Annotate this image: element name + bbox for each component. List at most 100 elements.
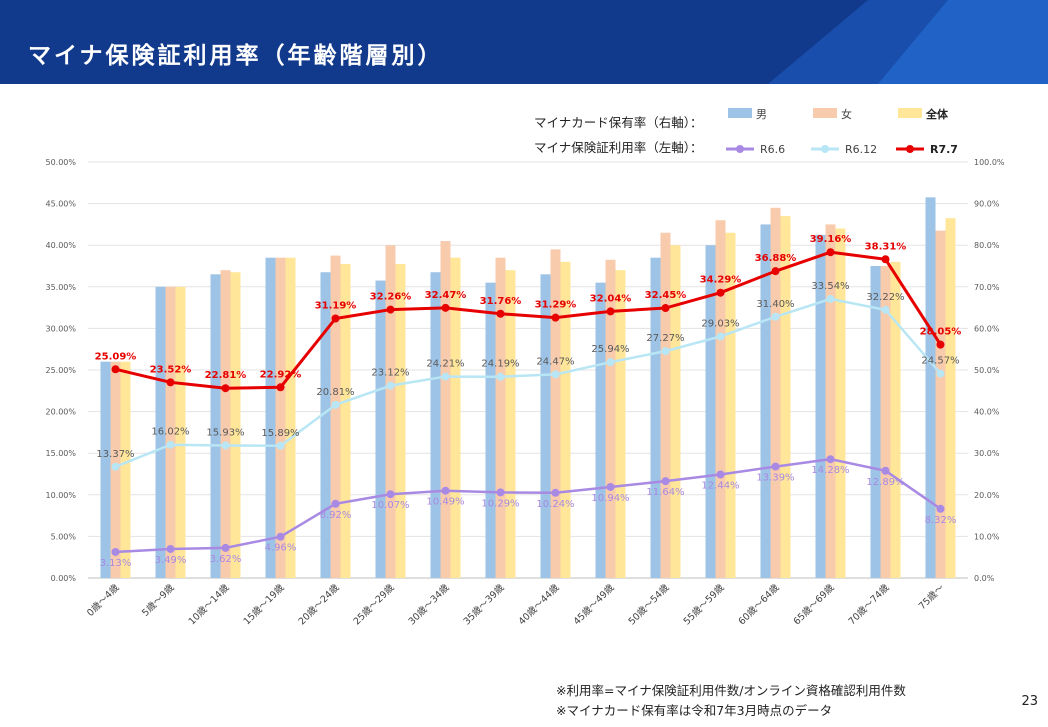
point-r66 xyxy=(661,477,670,486)
line-r66 xyxy=(115,457,942,554)
category-label: 65歳～69歳 xyxy=(791,581,837,627)
bar-female xyxy=(605,259,616,578)
data-label-r66: 14.28% xyxy=(811,465,849,476)
point-r612 xyxy=(826,294,835,303)
data-label-r66: 12.89% xyxy=(866,477,904,488)
point-r77 xyxy=(716,288,725,297)
point-r612 xyxy=(386,381,395,390)
point-r77 xyxy=(881,255,890,264)
bar-total xyxy=(560,261,571,578)
data-label-r77: 34.29% xyxy=(700,275,742,286)
left-axis-tick-label: 30.00% xyxy=(45,324,76,333)
category-label: 45歳～49歳 xyxy=(571,581,617,627)
point-r66 xyxy=(826,455,835,464)
right-axis-tick-label: 60.0% xyxy=(974,324,1000,333)
bar-male xyxy=(430,272,441,578)
category-label: 70歳～74歳 xyxy=(846,581,892,627)
data-label-r66: 10.29% xyxy=(481,498,519,509)
data-label-r77: 31.29% xyxy=(535,300,577,311)
header-banner: マイナ保険証利用率（年齢階層別） xyxy=(0,0,1048,84)
point-r77 xyxy=(111,365,120,374)
data-label-r612: 25.94% xyxy=(591,344,629,355)
legend-swatch-male xyxy=(728,108,752,118)
data-label-r612: 29.03% xyxy=(701,318,739,329)
bar-female xyxy=(220,270,231,578)
point-r66 xyxy=(331,499,340,508)
point-r612 xyxy=(276,441,285,450)
data-label-r66: 3.13% xyxy=(100,558,132,569)
data-label-r77: 38.31% xyxy=(865,241,907,252)
bar-female xyxy=(660,232,671,578)
bar-male xyxy=(815,234,826,579)
point-r66 xyxy=(166,544,175,553)
point-r612 xyxy=(771,312,780,321)
left-axis-tick-label: 25.00% xyxy=(45,366,76,375)
bar-male xyxy=(540,274,551,578)
bar-total xyxy=(230,272,241,578)
data-label-r66: 13.39% xyxy=(756,473,794,484)
data-label-r612: 32.22% xyxy=(866,292,904,303)
bar-total xyxy=(670,245,681,578)
data-label-r612: 27.27% xyxy=(646,333,684,344)
bar-female xyxy=(880,266,891,578)
bar-male xyxy=(650,257,661,578)
point-r77 xyxy=(386,305,395,314)
data-label-r77: 31.76% xyxy=(480,296,522,307)
point-r66 xyxy=(551,488,560,497)
data-label-r612: 23.12% xyxy=(371,368,409,379)
left-axis-tick-label: 15.00% xyxy=(45,449,76,458)
left-axis-tick-label: 50.00% xyxy=(45,158,76,167)
data-label-r612: 24.47% xyxy=(536,356,574,367)
legend-text-r612: R6.12 xyxy=(845,143,878,156)
bar-male xyxy=(705,245,716,578)
point-r77 xyxy=(331,314,340,323)
category-label: 30歳～34歳 xyxy=(406,581,452,627)
point-r77 xyxy=(771,267,780,276)
footnote-1: ※利用率=マイナ保険証利用件数/オンライン資格確認利用件数 xyxy=(556,683,906,698)
category-label: 20歳～24歳 xyxy=(296,581,342,627)
right-axis-tick-label: 30.0% xyxy=(974,449,1000,458)
left-axis-tick-label: 0.00% xyxy=(51,574,77,583)
left-axis-tick-label: 5.00% xyxy=(51,532,77,541)
bar-male xyxy=(265,257,276,578)
point-r77 xyxy=(221,384,230,393)
point-r66 xyxy=(441,486,450,495)
bar-male xyxy=(155,286,166,578)
bar-total xyxy=(120,361,131,578)
point-r612 xyxy=(936,369,945,378)
left-axis-tick-label: 20.00% xyxy=(45,408,76,417)
legend-line-r66 xyxy=(726,145,754,153)
point-r66 xyxy=(221,543,230,552)
point-r77 xyxy=(826,248,835,257)
usage-rate-chart: 0.00% 5.00% 10.00% 15.00% 20.00% 25.00% 30.00%… xyxy=(45,158,1004,627)
point-r77 xyxy=(551,313,560,322)
data-label-r77: 32.47% xyxy=(425,290,467,301)
bar-total xyxy=(725,232,736,578)
point-r612 xyxy=(331,400,340,409)
legend-text-r77: R7.7 xyxy=(930,143,958,156)
category-label: 25歳～29歳 xyxy=(351,581,397,627)
point-r612 xyxy=(551,370,560,379)
point-r77 xyxy=(166,378,175,387)
legend-card-label: マイナカード保有率（右軸）： xyxy=(534,115,703,130)
bar-total xyxy=(175,286,186,578)
point-r66 xyxy=(276,532,285,541)
bar-total xyxy=(835,228,846,578)
bar-total xyxy=(505,270,516,578)
data-label-r77: 25.09% xyxy=(95,351,137,362)
data-label-r66: 3.62% xyxy=(210,554,242,565)
bar-female xyxy=(550,249,561,579)
bar-total xyxy=(340,263,351,578)
legend-swatch-female xyxy=(813,108,837,118)
category-label: 15歳～19歳 xyxy=(241,581,287,627)
data-label-r77: 39.16% xyxy=(810,234,852,245)
data-label-r66: 10.07% xyxy=(371,500,409,511)
right-axis-tick-label: 20.0% xyxy=(974,491,1000,500)
bar-female xyxy=(440,241,451,579)
bar-female xyxy=(715,220,726,579)
data-label-r66: 10.24% xyxy=(536,499,574,510)
legend-text-r66: R6.6 xyxy=(760,143,786,156)
category-label: 0歳～4歳 xyxy=(84,581,122,619)
point-r66 xyxy=(881,466,890,475)
bar-male xyxy=(100,361,111,578)
